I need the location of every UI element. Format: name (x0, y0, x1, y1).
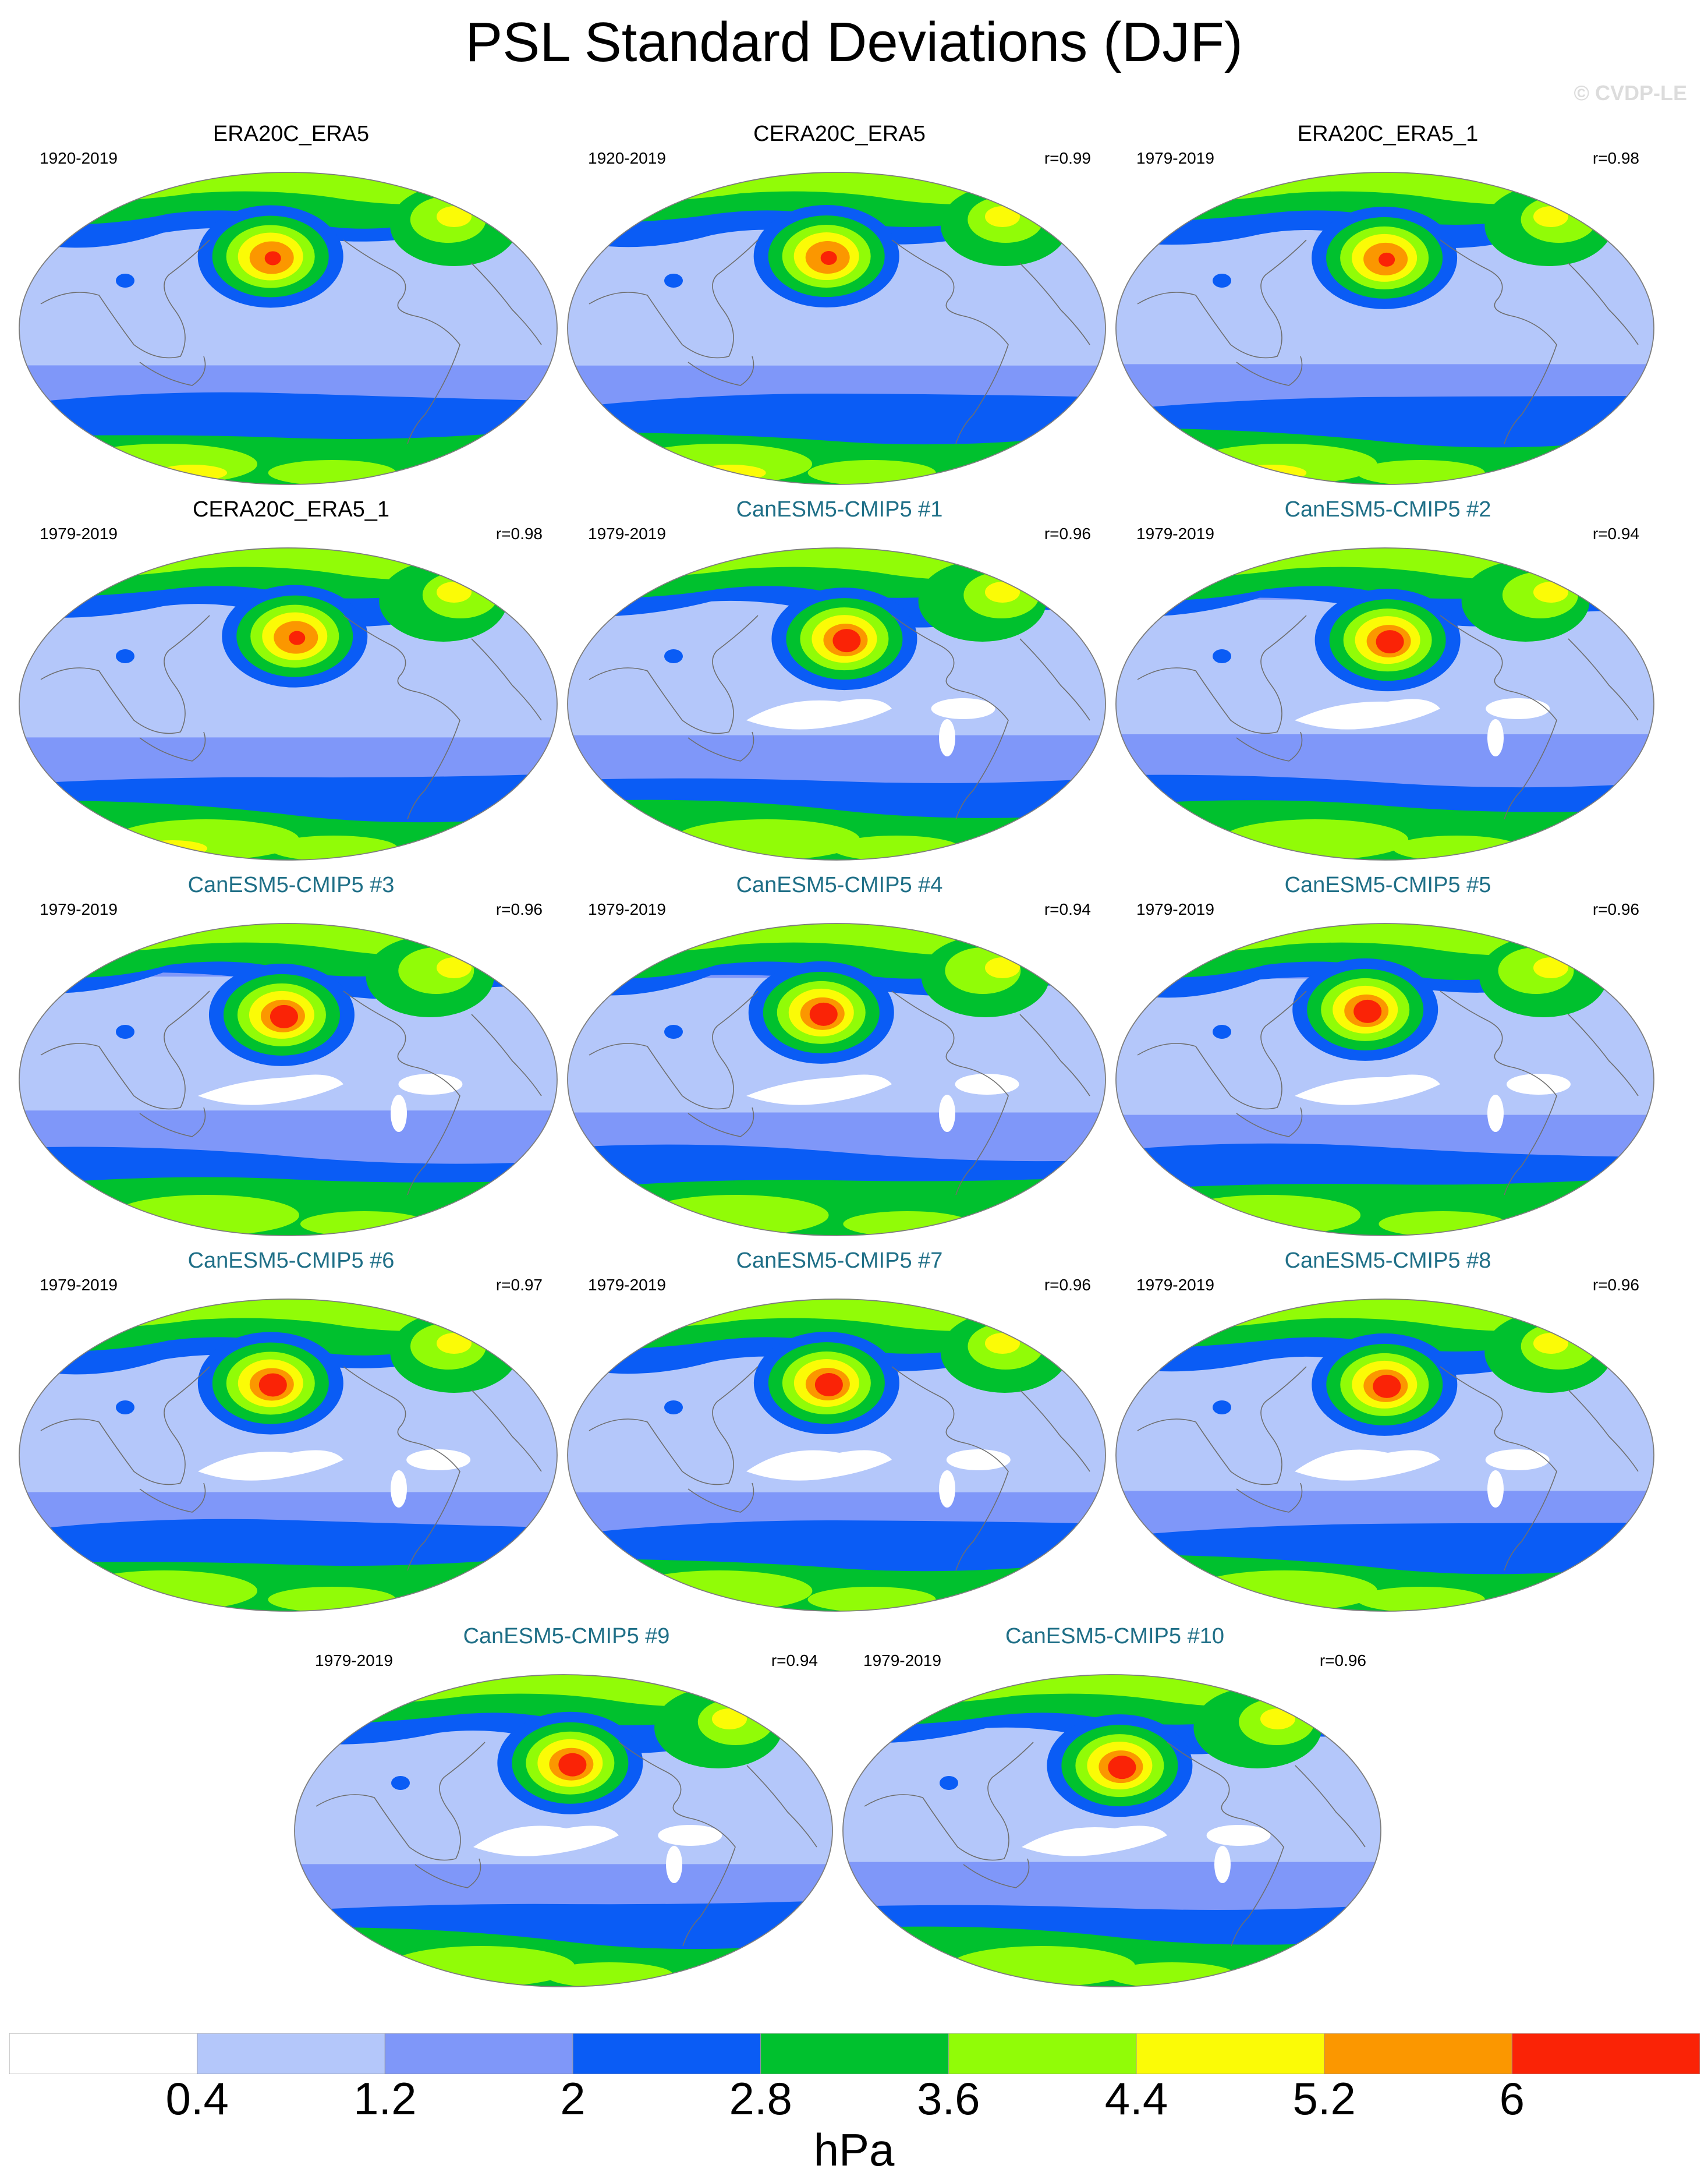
colorbar-segment (572, 2033, 761, 2074)
psl-map (567, 547, 1106, 861)
psl-map (19, 172, 558, 485)
map-panel: CanESM5-CMIP5 #2 1979-2019 r=0.94 (1114, 492, 1661, 865)
panel-correlation: r=0.99 (1044, 149, 1091, 167)
psl-map (19, 1299, 558, 1612)
panel-years: 1979-2019 (1136, 900, 1214, 918)
panel-title: CanESM5-CMIP5 #2 (1284, 497, 1491, 522)
panel-correlation: r=0.94 (771, 1651, 818, 1669)
panel-correlation: r=0.96 (1044, 525, 1091, 543)
panel-years: 1920-2019 (588, 149, 666, 167)
colorbar-tick-label: 2.8 (729, 2073, 792, 2124)
map-panel: CanESM5-CMIP5 #3 1979-2019 r=0.96 (17, 868, 565, 1240)
map-panel: CanESM5-CMIP5 #1 1979-2019 r=0.96 (566, 492, 1113, 865)
panel-years: 1979-2019 (588, 525, 666, 543)
panel-title: CERA20C_ERA5_1 (193, 497, 389, 522)
psl-map (1115, 1299, 1654, 1612)
panel-title: CanESM5-CMIP5 #10 (1005, 1624, 1224, 1648)
colorbar-tick-label: 1.2 (353, 2073, 417, 2124)
map-panel: CanESM5-CMIP5 #8 1979-2019 r=0.96 (1114, 1243, 1661, 1616)
page-title: PSL Standard Deviations (DJF) (465, 11, 1243, 73)
colorbar-tick-label: 6 (1499, 2073, 1525, 2124)
panel-correlation: r=0.96 (1319, 1651, 1366, 1669)
panel-correlation: r=0.97 (495, 1276, 543, 1294)
panel-correlation: r=0.94 (1044, 900, 1091, 918)
psl-map (19, 923, 558, 1236)
panel-years: 1920-2019 (40, 149, 118, 167)
panel-years: 1979-2019 (40, 900, 118, 918)
panel-correlation: r=0.98 (495, 525, 543, 543)
panel-years: 1979-2019 (1136, 1276, 1214, 1294)
panel-title: CERA20C_ERA5 (753, 122, 926, 146)
colorbar-segment (948, 2033, 1137, 2074)
map-panel: CanESM5-CMIP5 #9 1979-2019 r=0.94 (293, 1619, 840, 1991)
map-panel: CanESM5-CMIP5 #7 1979-2019 r=0.96 (566, 1243, 1113, 1616)
colorbar-segment (197, 2033, 385, 2074)
watermark: © CVDP-LE (1574, 81, 1687, 105)
colorbar-tick-label: 0.4 (165, 2073, 229, 2124)
map-panel: ERA20C_ERA5_1 1979-2019 r=0.98 (1114, 116, 1661, 489)
panel-correlation: r=0.96 (495, 900, 543, 918)
panel-title: CanESM5-CMIP5 #9 (463, 1624, 670, 1648)
map-panel: CERA20C_ERA5_1 1979-2019 r=0.98 (17, 492, 565, 865)
panel-title: CanESM5-CMIP5 #4 (736, 873, 943, 897)
panel-title: CanESM5-CMIP5 #7 (736, 1248, 943, 1273)
panel-years: 1979-2019 (40, 525, 118, 543)
panel-years: 1979-2019 (315, 1651, 393, 1669)
psl-map (1115, 547, 1654, 861)
colorbar-segment (1511, 2033, 1700, 2074)
colorbar-segment (384, 2033, 573, 2074)
psl-map (1115, 923, 1654, 1236)
colorbar-tick-label: 4.4 (1104, 2073, 1168, 2124)
panel-years: 1979-2019 (40, 1276, 118, 1294)
colorbar-segment (760, 2033, 949, 2074)
map-panel: CanESM5-CMIP5 #6 1979-2019 r=0.97 (17, 1243, 565, 1616)
colorbar-tick-label: 2 (560, 2073, 586, 2124)
panel-title: CanESM5-CMIP5 #6 (187, 1248, 395, 1273)
map-panel: CERA20C_ERA5 1920-2019 r=0.99 (566, 116, 1113, 489)
panel-correlation: r=0.96 (1592, 900, 1639, 918)
panel-years: 1979-2019 (588, 900, 666, 918)
colorbar-tick-label: 3.6 (917, 2073, 980, 2124)
map-panel: CanESM5-CMIP5 #4 1979-2019 r=0.94 (566, 868, 1113, 1240)
psl-map (294, 1674, 833, 1987)
psl-map (567, 172, 1106, 485)
psl-map (842, 1674, 1381, 1987)
panel-years: 1979-2019 (1136, 525, 1214, 543)
psl-map (19, 547, 558, 861)
map-panel: CanESM5-CMIP5 #10 1979-2019 r=0.96 (841, 1619, 1388, 1991)
panel-correlation: r=0.98 (1592, 149, 1639, 167)
map-panel: ERA20C_ERA5 1920-2019 (17, 116, 565, 489)
panel-years: 1979-2019 (588, 1276, 666, 1294)
panel-title: CanESM5-CMIP5 #3 (187, 873, 395, 897)
colorbar (9, 2033, 1700, 2074)
panel-title: ERA20C_ERA5_1 (1297, 122, 1479, 146)
panel-correlation: r=0.96 (1044, 1276, 1091, 1294)
colorbar-segment (1136, 2033, 1325, 2074)
panel-title: CanESM5-CMIP5 #5 (1284, 873, 1491, 897)
panel-years: 1979-2019 (1136, 149, 1214, 167)
colorbar-segment (1324, 2033, 1512, 2074)
map-panel: CanESM5-CMIP5 #5 1979-2019 r=0.96 (1114, 868, 1661, 1240)
panel-correlation: r=0.94 (1592, 525, 1639, 543)
colorbar-segment (9, 2033, 198, 2074)
colorbar-tick-label: 5.2 (1292, 2073, 1356, 2124)
psl-map (567, 1299, 1106, 1612)
panel-title: CanESM5-CMIP5 #1 (736, 497, 943, 522)
psl-map (1115, 172, 1654, 485)
colorbar-units: hPa (813, 2124, 895, 2175)
panel-title: ERA20C_ERA5 (212, 122, 370, 146)
panel-years: 1979-2019 (863, 1651, 941, 1669)
panel-title: CanESM5-CMIP5 #8 (1284, 1248, 1491, 1273)
psl-map (567, 923, 1106, 1236)
panel-correlation: r=0.96 (1592, 1276, 1639, 1294)
